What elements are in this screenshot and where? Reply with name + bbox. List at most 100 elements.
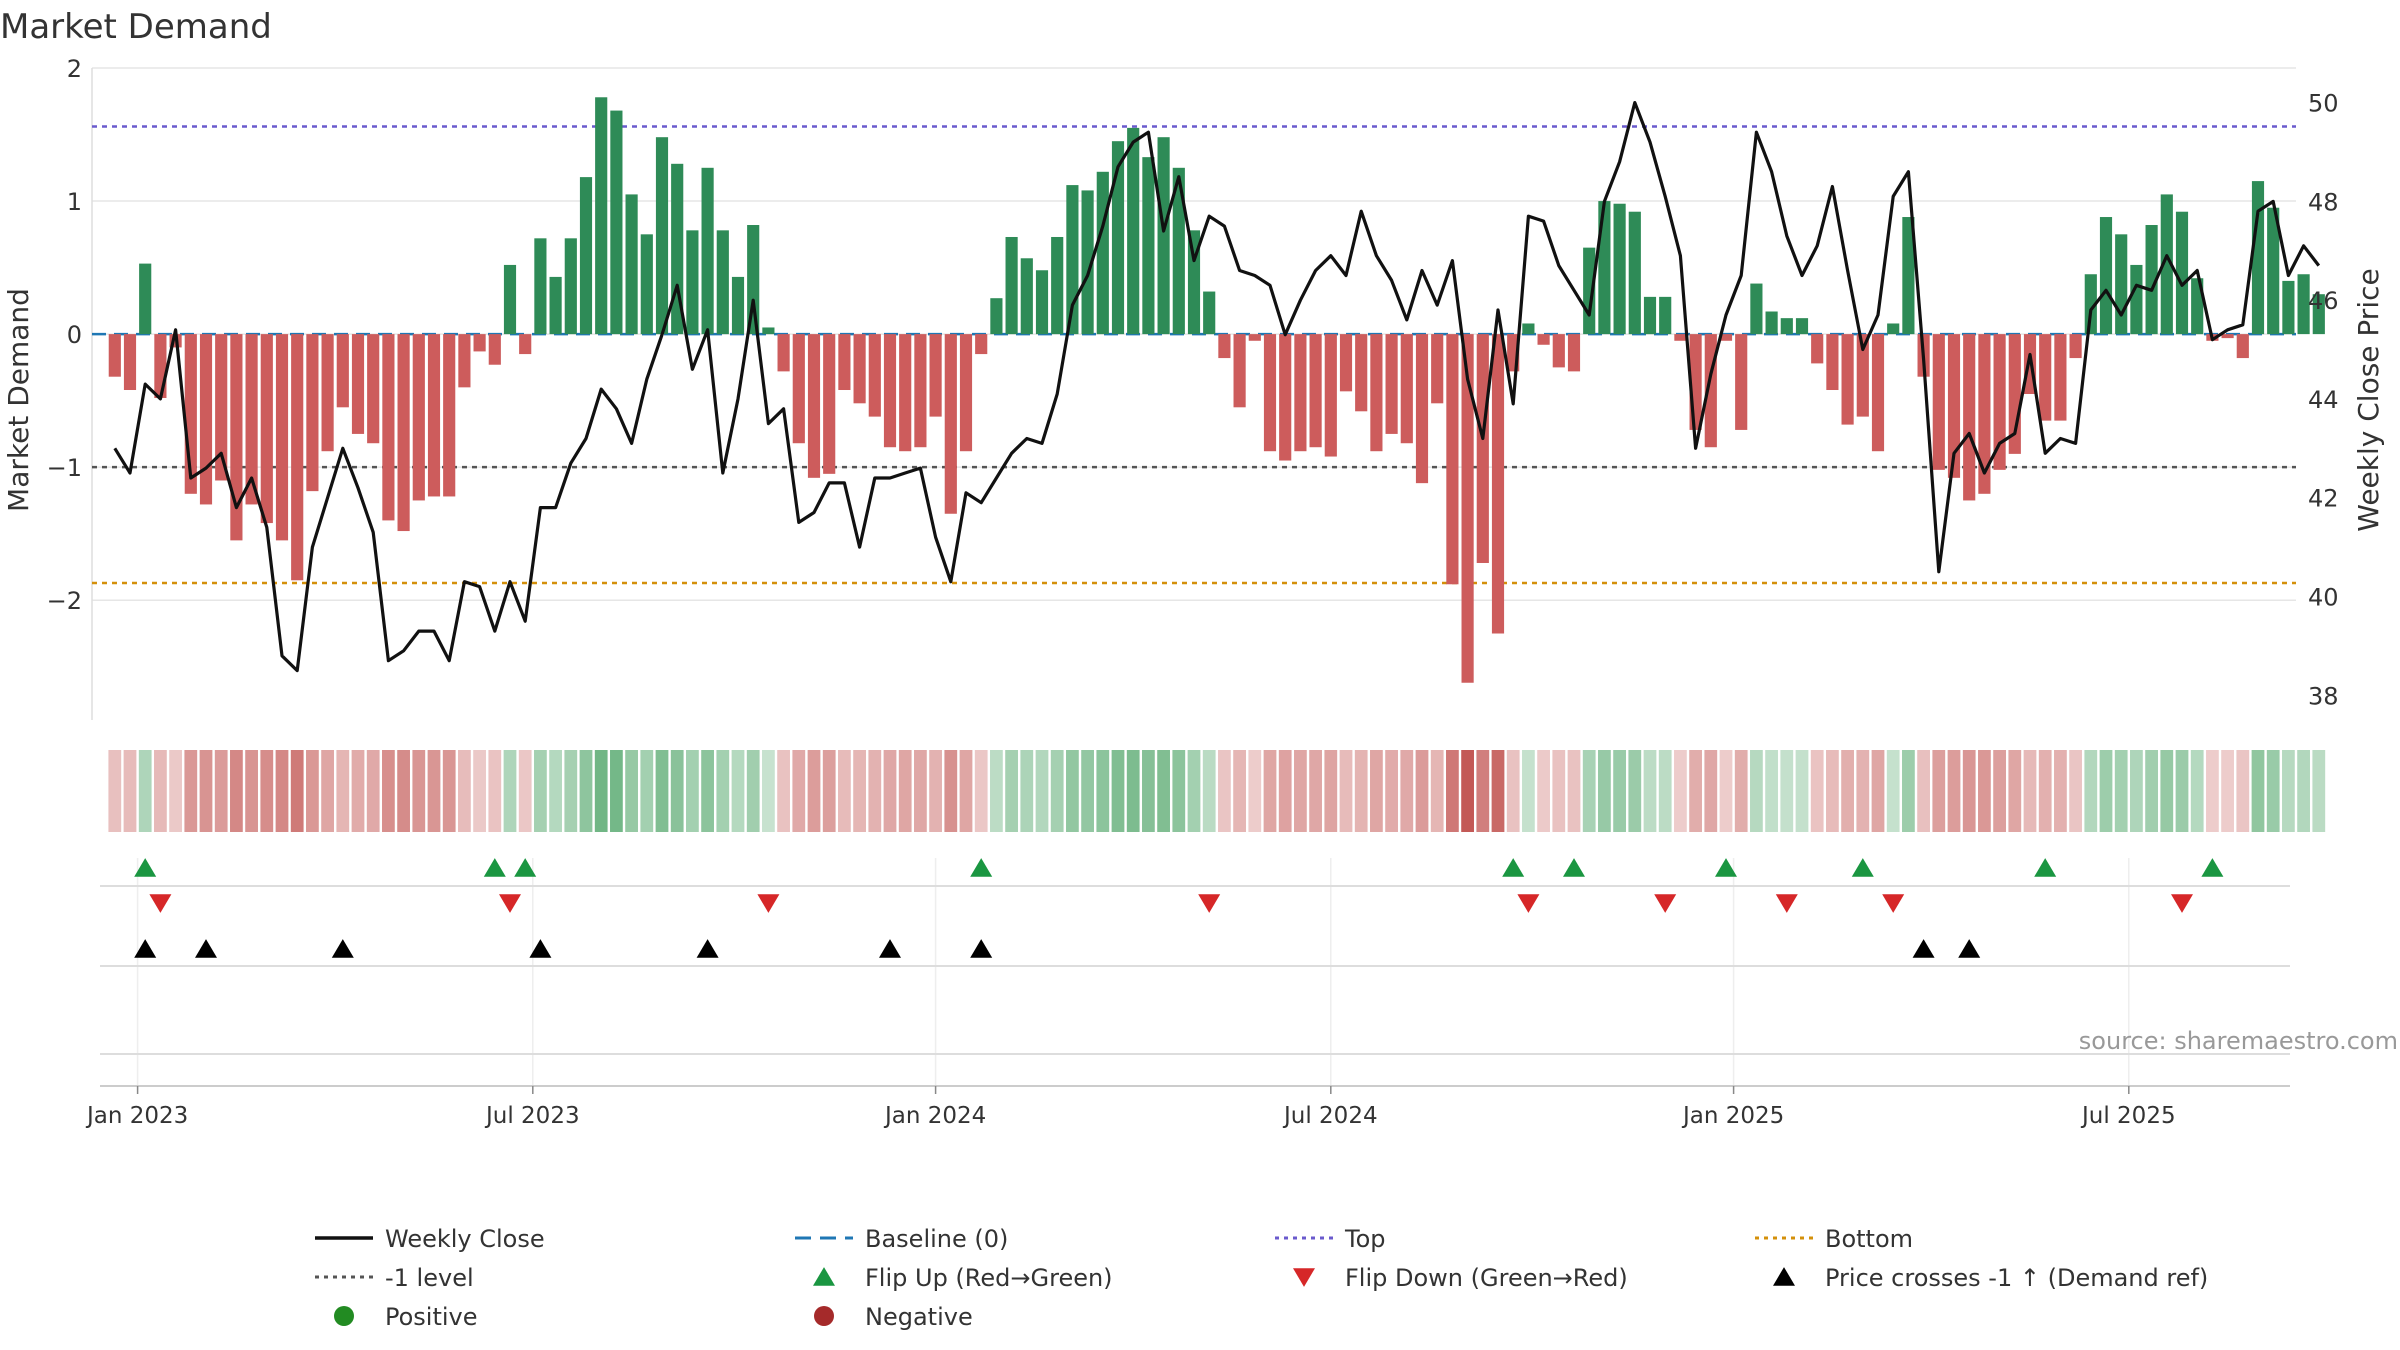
demand-bar — [123, 334, 137, 391]
demand-bar — [1096, 171, 1109, 335]
x-tick-label: Jan 2025 — [1681, 1103, 1784, 1129]
demand-bar — [1811, 334, 1824, 364]
legend-label: Top — [1344, 1225, 1386, 1253]
strip-cell — [1142, 750, 1155, 832]
y-tick-label: −2 — [47, 587, 82, 615]
strip-cell — [1111, 750, 1125, 832]
demand-bar — [610, 110, 623, 335]
strip-cell — [1643, 750, 1657, 832]
strip-cell — [473, 750, 486, 832]
demand-bar — [291, 334, 304, 581]
demand-bar — [2054, 334, 2067, 421]
legend-item: Top — [1275, 1225, 1386, 1253]
demand-bar — [2160, 194, 2173, 335]
y2-axis-label: Weekly Close Price — [2352, 268, 2385, 531]
strip-cell — [731, 750, 745, 832]
flip-down-marker — [1654, 894, 1677, 913]
demand-bar — [1993, 334, 2006, 470]
demand-bar — [1643, 296, 1657, 335]
right-axis: 50 48 46 44 42 40 38 — [2308, 90, 2339, 711]
strip-cell — [1446, 750, 1459, 832]
demand-bar — [2069, 334, 2082, 359]
strip-cell — [564, 750, 578, 832]
strip-cell — [1506, 750, 1520, 832]
legend-label: Bottom — [1825, 1225, 1913, 1253]
strip-cell — [929, 750, 942, 832]
demand-bar — [1111, 141, 1125, 335]
demand-bar — [336, 334, 349, 408]
strip-cell — [1248, 750, 1262, 832]
demand-bar — [1020, 258, 1033, 335]
strip-cell — [1157, 750, 1170, 832]
strip-cell — [2069, 750, 2082, 832]
demand-bar — [579, 177, 593, 335]
strip-cell — [169, 750, 182, 832]
strip-cell — [306, 750, 319, 832]
legend-item: -1 level — [315, 1264, 474, 1292]
strip-cell — [351, 750, 365, 832]
strip-cell — [382, 750, 395, 832]
strip-cell — [1233, 750, 1246, 832]
demand-bar — [1400, 334, 1413, 444]
strip-cell — [670, 750, 684, 832]
demand-bar — [929, 334, 942, 417]
strip-cell — [579, 750, 593, 832]
demand-bar — [1613, 203, 1626, 335]
strip-cell — [1461, 750, 1474, 832]
legend: Weekly Close Baseline (0) Top Bottom -1 leve… — [315, 1225, 2208, 1331]
strip-cell — [625, 750, 638, 832]
demand-bar — [306, 334, 319, 492]
strip-cell — [245, 750, 258, 832]
demand-bar — [838, 334, 851, 391]
demand-bar — [1659, 296, 1672, 335]
strip-cell — [853, 750, 866, 832]
demand-bar — [1233, 334, 1246, 408]
strip-cell — [1734, 750, 1748, 832]
strip-cell — [1126, 750, 1140, 832]
left-axis: 2 1 0 −1 −2 — [47, 55, 82, 615]
flip-up-marker — [1502, 858, 1525, 877]
strip-cell — [2190, 750, 2204, 832]
legend-item: Bottom — [1755, 1225, 1913, 1253]
demand-bar — [1203, 291, 1216, 335]
flip-down-marker — [1775, 894, 1798, 913]
demand-bar — [2312, 294, 2325, 335]
strip-cell — [1871, 750, 1885, 832]
strip-cell — [1750, 750, 1763, 832]
flip-up-marker — [2034, 858, 2057, 877]
strip-cell — [1294, 750, 1307, 832]
demand-bar — [1628, 211, 1641, 335]
demand-bar — [2267, 207, 2280, 335]
demand-bar — [2175, 211, 2189, 335]
strip-cell — [1917, 750, 1930, 832]
strip-cell — [959, 750, 973, 832]
demand-bar — [2084, 274, 2097, 335]
demand-bar — [275, 334, 289, 541]
demand-bar — [1795, 318, 1809, 335]
demand-bar — [1537, 334, 1550, 345]
demand-bar — [382, 334, 395, 521]
strip-cell — [1324, 750, 1338, 832]
strip-cell — [1476, 750, 1490, 832]
flip-up-marker — [134, 858, 157, 877]
strip-cell — [1005, 750, 1018, 832]
demand-bar — [427, 334, 441, 497]
strip-cell — [1613, 750, 1626, 832]
weekly-close-series — [113, 100, 2321, 673]
legend-swatch-triangle — [1773, 1267, 1795, 1286]
strip-cell — [2114, 750, 2128, 832]
demand-bar — [199, 334, 213, 505]
demand-bar — [397, 334, 410, 532]
demand-bar — [1035, 270, 1049, 335]
demand-bar — [655, 137, 669, 335]
legend-label: Baseline (0) — [865, 1225, 1008, 1253]
strip-cell — [138, 750, 152, 832]
x-tick-label: Jan 2023 — [85, 1103, 188, 1129]
legend-swatch-circle — [814, 1306, 834, 1326]
strip-cell — [1947, 750, 1961, 832]
demand-bar — [519, 334, 532, 355]
strip-cell — [1810, 750, 1824, 832]
demand-bar — [549, 276, 562, 335]
strip-cell — [397, 750, 410, 832]
demand-bar — [595, 97, 608, 335]
